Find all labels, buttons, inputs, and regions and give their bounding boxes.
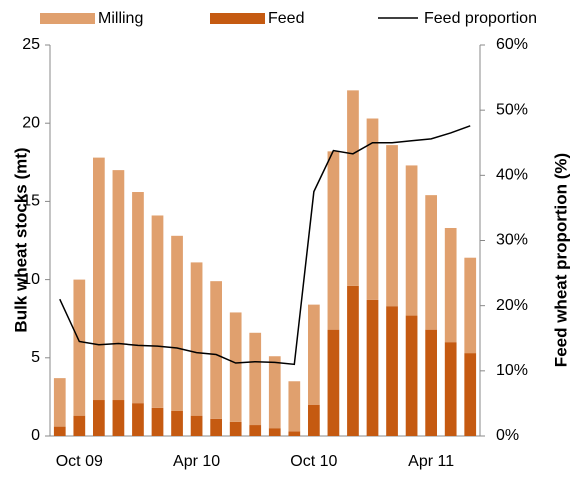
bar-segment [210, 418, 222, 436]
bar-segment [73, 415, 86, 436]
bar-segment [132, 192, 144, 404]
bar-segment [327, 151, 340, 330]
bar-segment [112, 170, 125, 401]
bar-segment [386, 145, 398, 307]
bar-segment [464, 257, 477, 354]
y2-tick-label: 40% [496, 167, 528, 184]
bar-segment [171, 410, 183, 436]
bar-segment [229, 421, 242, 436]
bar-segment [249, 332, 262, 426]
x-tick-label: Apr 10 [173, 453, 220, 470]
y-tick-label: 0 [31, 427, 40, 444]
bar-segment [366, 299, 379, 436]
bar-segment [249, 425, 262, 436]
y2-tick-label: 10% [496, 362, 528, 379]
y2-tick-label: 60% [496, 36, 528, 53]
legend-swatch [210, 13, 265, 24]
bar-segment [93, 400, 105, 436]
y-tick-label: 5 [31, 349, 40, 366]
bar-segment [444, 342, 457, 436]
bar-segment [171, 235, 183, 411]
legend-label: Feed [268, 10, 304, 27]
bar-segment [347, 285, 359, 436]
x-tick-label: Apr 11 [408, 453, 454, 470]
bar-segment [53, 426, 66, 436]
legend-label: Milling [98, 10, 143, 27]
y2-tick-label: 20% [496, 297, 528, 314]
bar-segment [288, 431, 301, 436]
y-tick-label: 15 [22, 193, 40, 210]
y2-axis-label: Feed wheat proportion (%) [551, 153, 570, 367]
legend-swatch [40, 13, 95, 24]
bar-segment [112, 400, 125, 436]
bar-segment [464, 353, 477, 436]
bar-segment [151, 407, 164, 436]
legend-label: Feed proportion [424, 10, 537, 27]
bar-segment [288, 381, 301, 432]
bar-segment [190, 262, 203, 416]
bar-segment [190, 415, 203, 436]
bar-segment [347, 90, 359, 286]
x-tick-label: Oct 09 [56, 453, 103, 470]
bar-segment [210, 281, 222, 419]
y-tick-label: 20 [22, 114, 40, 131]
bar-segment [93, 157, 105, 401]
bar-segment [386, 306, 398, 436]
y2-tick-label: 0% [496, 427, 519, 444]
x-tick-label: Oct 10 [290, 453, 337, 470]
bar-segment [268, 356, 281, 429]
y2-tick-label: 50% [496, 101, 528, 118]
bar-segment [444, 227, 457, 343]
bar-segment [366, 118, 379, 300]
bar-segment [405, 315, 418, 436]
bar-segment [425, 329, 437, 436]
bar-segment [268, 428, 281, 436]
bar-segment [132, 403, 144, 436]
bar-segment [53, 378, 66, 427]
bar-segment [425, 195, 437, 330]
bar-segment [308, 304, 320, 405]
bar-segment [327, 329, 340, 436]
bar-segment [308, 404, 320, 436]
y-tick-label: 10 [22, 271, 40, 288]
bar-segment [151, 215, 164, 408]
bar-segment [73, 279, 86, 416]
y2-tick-label: 30% [496, 232, 528, 249]
bar-segment [405, 165, 418, 316]
bar-segment [229, 312, 242, 422]
y-axis-label: Bulk wheat stocks (mt) [11, 147, 30, 332]
y-tick-label: 25 [22, 36, 40, 53]
line-series [59, 125, 471, 366]
